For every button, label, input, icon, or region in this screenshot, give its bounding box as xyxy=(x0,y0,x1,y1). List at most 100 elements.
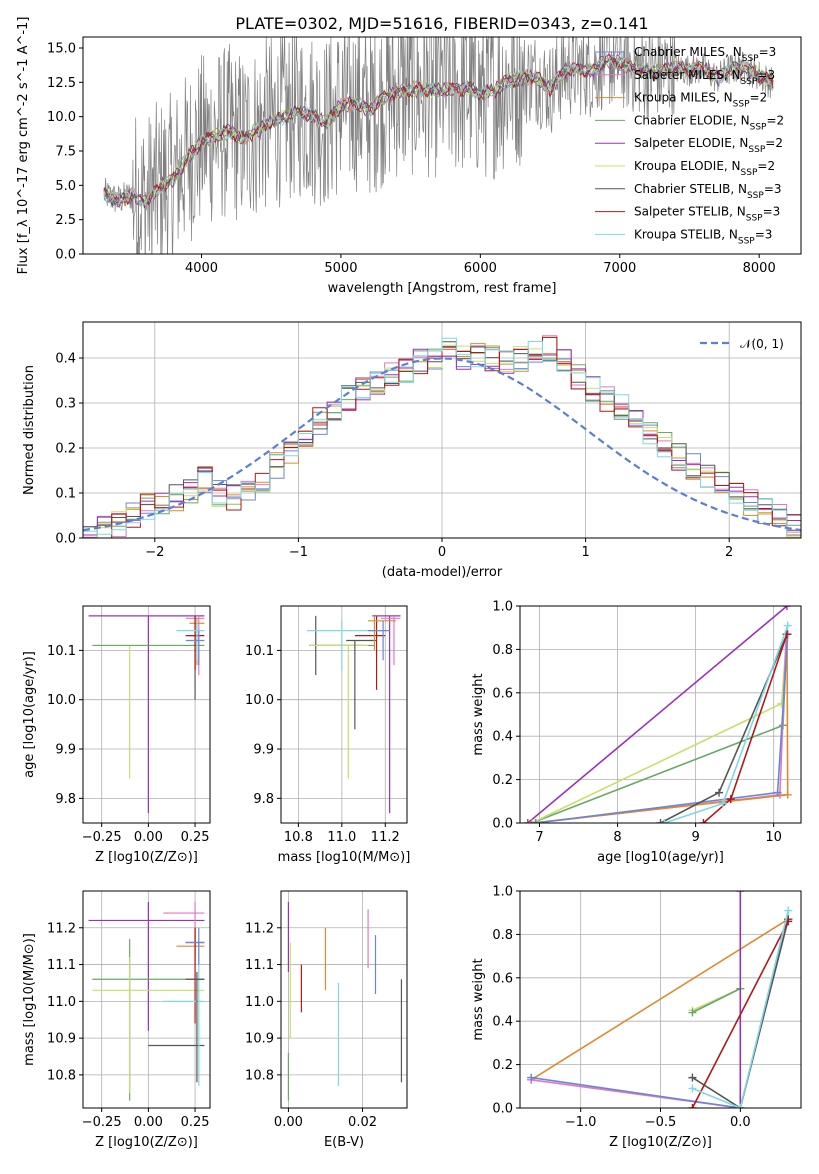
weight-marker xyxy=(715,788,724,797)
y-tick-label: 10.0 xyxy=(47,110,76,125)
axes-frame xyxy=(82,605,211,824)
hist-step-8 xyxy=(83,337,801,535)
y-tick-label: 11.0 xyxy=(245,995,274,1010)
legend-label: Salpeter ELODIE, NSSP=2 xyxy=(634,136,783,155)
y-tick-label: 1.0 xyxy=(492,885,513,900)
y-axis-label: Normed distribution xyxy=(22,365,37,495)
y-tick-label: 0.8 xyxy=(492,643,513,658)
figure-title: PLATE=0302, MJD=51616, FIBERID=0343, z=0… xyxy=(235,14,648,33)
y-tick-label: 0.0 xyxy=(55,248,76,263)
weight-line-2 xyxy=(531,919,789,1108)
y-tick-label: 0.6 xyxy=(492,686,513,701)
weight-marker xyxy=(726,795,735,804)
y-tick-label: 0.0 xyxy=(492,1102,513,1117)
x-tick-label: 11.0 xyxy=(327,830,356,845)
x-tick-label: 4000 xyxy=(185,261,218,276)
weight-line-0 xyxy=(530,918,789,1081)
weight-marker xyxy=(688,1073,697,1082)
x-tick-label: 0.00 xyxy=(134,1115,163,1130)
y-tick-label: 0.0 xyxy=(55,532,76,547)
x-axis-label: age [log10(age/yr)] xyxy=(597,850,724,865)
y-tick-label: 15.0 xyxy=(47,41,76,56)
y-tick-label: 11.1 xyxy=(47,958,76,973)
weight-line-7 xyxy=(691,921,789,1108)
y-tick-label: 0.2 xyxy=(55,442,76,457)
weight-marker xyxy=(688,1084,697,1093)
plot-area xyxy=(83,335,801,538)
weight-line-6 xyxy=(691,919,789,1108)
legend-label: Chabrier ELODIE, NSSP=2 xyxy=(634,113,784,132)
y-tick-label: 12.5 xyxy=(47,76,76,91)
legend-label: Chabrier STELIB, NSSP=3 xyxy=(634,182,782,201)
x-axis-label: wavelength [Angstrom, rest frame] xyxy=(328,281,557,296)
x-tick-label: −1.0 xyxy=(565,1115,597,1130)
x-tick-label: 0 xyxy=(438,545,446,560)
legend: 𝒩(0, 1) xyxy=(700,337,784,351)
panel-mass-vs-Z: −0.25 0.00 0.25 10.8 10.9 11.0 11.1 11.2 Z [log1… xyxy=(22,890,211,1150)
y-axis-label: mass weight xyxy=(471,958,486,1040)
weight-line-1 xyxy=(531,634,788,823)
weight-line-0 xyxy=(527,606,788,823)
x-tick-label: 0.0 xyxy=(730,1115,751,1130)
panel-massweight-vs-Z: −1.0 −0.5 0.0 0.0 0.2 0.4 0.6 0.8 1.0 Z [log10(Z/… xyxy=(471,885,802,1150)
y-tick-label: 11.2 xyxy=(47,921,76,936)
y-tick-label: 9.8 xyxy=(253,792,274,807)
y-tick-label: 5.0 xyxy=(55,179,76,194)
weight-line-3 xyxy=(535,634,787,823)
weight-marker xyxy=(523,819,532,823)
y-tick-label: 10.9 xyxy=(47,1032,76,1047)
y-tick-label: 10.8 xyxy=(245,1068,274,1083)
weight-marker xyxy=(783,621,792,630)
model-line-8 xyxy=(103,53,774,208)
weight-marker xyxy=(783,790,792,799)
weight-marker xyxy=(718,799,727,808)
plot-area xyxy=(103,37,774,254)
x-tick-label: 9 xyxy=(691,830,699,845)
y-tick-label: 11.1 xyxy=(245,958,274,973)
y-axis-label: mass weight xyxy=(471,673,486,755)
x-tick-label: 10.8 xyxy=(284,830,313,845)
y-tick-label: 10.8 xyxy=(47,1068,76,1083)
y-tick-label: 10.1 xyxy=(47,644,76,659)
axes-frame xyxy=(280,890,408,1109)
x-tick-label: −1 xyxy=(289,545,308,560)
axes-frame xyxy=(280,605,408,824)
x-axis-label: Z [log10(Z/Z⊙)] xyxy=(95,850,198,865)
x-tick-label: −0.25 xyxy=(82,1115,122,1130)
weight-marker xyxy=(736,1104,745,1108)
axes-frame xyxy=(519,605,802,824)
x-tick-label: 8 xyxy=(613,830,621,845)
x-tick-label: 8000 xyxy=(743,261,776,276)
weight-line-1 xyxy=(531,919,789,1108)
weight-marker xyxy=(782,606,791,610)
weight-line-2 xyxy=(531,634,788,823)
y-tick-label: 0.2 xyxy=(492,1058,513,1073)
legend-label: Salpeter STELIB, NSSP=3 xyxy=(634,205,780,224)
x-tick-label: 7 xyxy=(535,830,543,845)
y-tick-label: 11.0 xyxy=(47,995,76,1010)
y-axis-label: Flux [f_λ 10^-17 erg cm^-2 s^-1 A^-1] xyxy=(16,17,31,275)
x-tick-label: −2 xyxy=(145,545,164,560)
weight-marker xyxy=(688,1104,697,1108)
y-tick-label: 0.2 xyxy=(492,773,513,788)
x-tick-label: 0.02 xyxy=(348,1115,377,1130)
x-axis-label: Z [log10(Z/Z⊙)] xyxy=(609,1135,712,1150)
weight-line-6 xyxy=(660,633,788,823)
axes-frame xyxy=(82,36,802,255)
weight-marker xyxy=(531,819,540,823)
y-tick-label: 0.8 xyxy=(492,928,513,943)
axes-frame xyxy=(82,890,211,1109)
y-tick-label: 0.4 xyxy=(55,352,76,367)
panel-mass-vs-EBV: 0.00 0.02 10.8 10.9 11.0 11.1 11.2 E(B-V) xyxy=(245,890,408,1150)
weight-line-8 xyxy=(692,910,789,1108)
y-axis-label: mass [log10(M/M⊙)] xyxy=(22,933,37,1066)
x-tick-label: 5000 xyxy=(324,261,357,276)
panel-spectrum: 4000 5000 6000 7000 8000 0.0 2.5 5.0 7.5 10.0 12.5… xyxy=(16,17,802,296)
y-tick-label: 0.1 xyxy=(55,487,76,502)
y-tick-label: 7.5 xyxy=(55,144,76,159)
legend-label: 𝒩(0, 1) xyxy=(740,337,784,351)
x-tick-label: 6000 xyxy=(464,261,497,276)
x-tick-label: 0.00 xyxy=(274,1115,303,1130)
